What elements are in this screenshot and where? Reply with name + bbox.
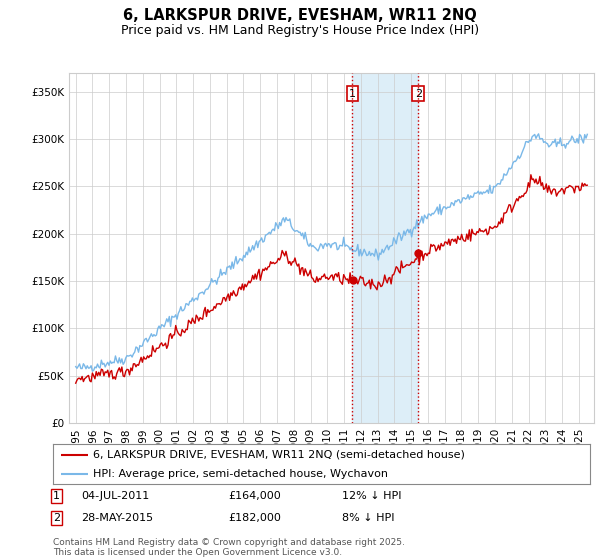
Bar: [352, 73, 418, 423]
Text: 8% ↓ HPI: 8% ↓ HPI: [342, 513, 395, 523]
Text: HPI: Average price, semi-detached house, Wychavon: HPI: Average price, semi-detached house,…: [93, 469, 388, 479]
Text: 12% ↓ HPI: 12% ↓ HPI: [342, 491, 401, 501]
Text: 6, LARKSPUR DRIVE, EVESHAM, WR11 2NQ (semi-detached house): 6, LARKSPUR DRIVE, EVESHAM, WR11 2NQ (se…: [93, 450, 465, 460]
Text: £182,000: £182,000: [228, 513, 281, 523]
Text: 1: 1: [349, 88, 356, 99]
Text: 28-MAY-2015: 28-MAY-2015: [81, 513, 153, 523]
Text: 6, LARKSPUR DRIVE, EVESHAM, WR11 2NQ: 6, LARKSPUR DRIVE, EVESHAM, WR11 2NQ: [123, 8, 477, 24]
Text: 2: 2: [415, 88, 422, 99]
Text: Price paid vs. HM Land Registry's House Price Index (HPI): Price paid vs. HM Land Registry's House …: [121, 24, 479, 36]
Text: 1: 1: [53, 491, 60, 501]
Text: £164,000: £164,000: [228, 491, 281, 501]
Text: 2: 2: [53, 513, 60, 523]
Text: 04-JUL-2011: 04-JUL-2011: [81, 491, 149, 501]
Text: Contains HM Land Registry data © Crown copyright and database right 2025.
This d: Contains HM Land Registry data © Crown c…: [53, 538, 404, 557]
